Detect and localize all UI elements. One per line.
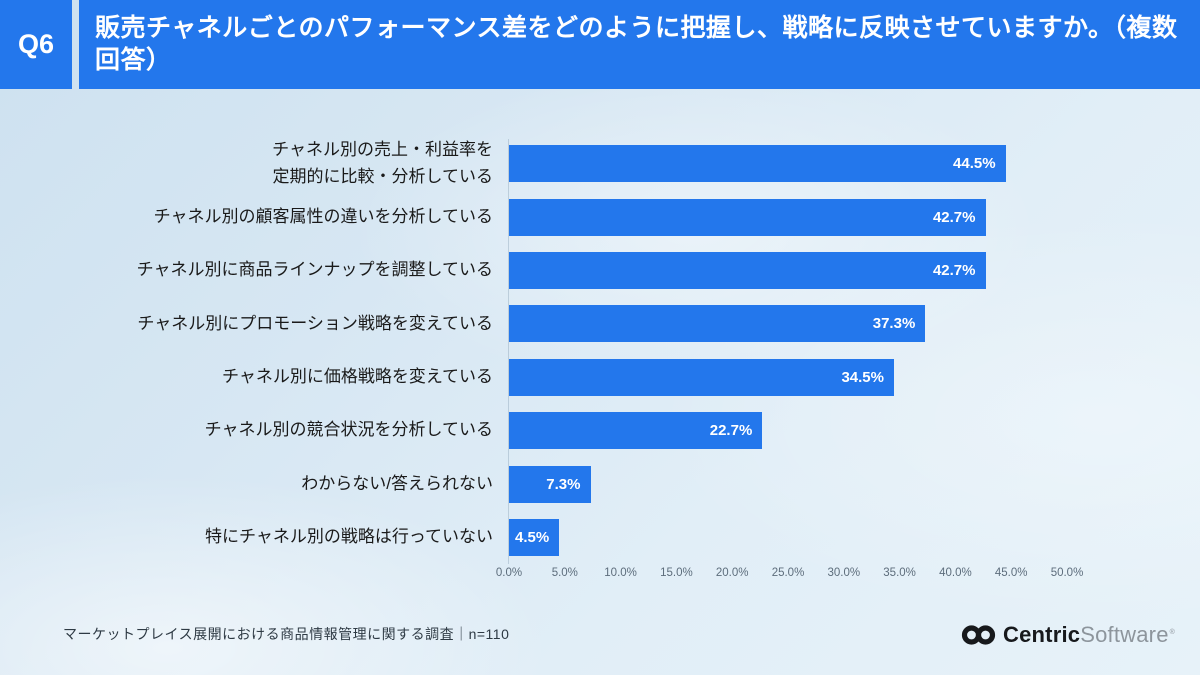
bar-value-label: 4.5%	[514, 528, 550, 546]
question-number-badge: Q6	[0, 0, 72, 89]
chart-row: チャネル別の売上・利益率を 定期的に比較・分析している 44.5%	[63, 137, 1084, 190]
bar-value-label: 22.7%	[709, 422, 753, 440]
bar-track: 22.7%	[509, 412, 1084, 450]
x-axis: 0.0% 5.0% 10.0% 15.0% 20.0% 25.0% 30.0% 35.0% 40…	[496, 567, 1083, 585]
bar-track: 42.7%	[509, 251, 1084, 289]
bar: 44.5%	[509, 145, 1006, 183]
header-divider	[72, 0, 79, 89]
header-title-box: 販売チャネルごとのパフォーマンス差をどのように把握し、戦略に反映させていますか。…	[79, 0, 1200, 89]
interlocked-rings-icon	[961, 625, 996, 645]
bar-value-label: 34.5%	[841, 368, 884, 386]
bar: 37.3%	[509, 305, 926, 343]
bar-track: 34.5%	[509, 358, 1084, 396]
logo-brand-primary: Centric	[1003, 622, 1081, 647]
category-label: チャネル別に商品ラインナップを調整している	[136, 260, 493, 280]
bar-track: 37.3%	[509, 305, 1084, 343]
bar: 42.7%	[509, 198, 986, 236]
chart-row: 特にチャネル別の戦略は行っていない 4.5%	[63, 511, 1084, 564]
bar-track: 4.5%	[509, 518, 1084, 556]
category-label: チャネル別の競合状況を分析している	[204, 420, 493, 440]
logo-brand-secondary: Software	[1080, 622, 1169, 647]
bar-value-label: 44.5%	[953, 155, 996, 173]
chart-row: チャネル別にプロモーション戦略を変えている 37.3%	[63, 297, 1084, 350]
category-label: わからない/答えられない	[301, 473, 493, 493]
registered-trademark-icon: ®	[1169, 629, 1175, 636]
x-axis-tick-label: 15.0%	[660, 567, 693, 579]
x-axis-tick-label: 35.0%	[883, 567, 916, 579]
bar: 7.3%	[509, 465, 591, 503]
bar: 4.5%	[509, 518, 560, 556]
question-number: Q6	[17, 29, 55, 59]
bar-chart: チャネル別の売上・利益率を 定期的に比較・分析している 44.5% チャネル別の顧客…	[63, 137, 1084, 564]
bar: 34.5%	[509, 358, 894, 396]
chart-row: わからない/答えられない 7.3%	[63, 457, 1084, 510]
bar-value-label: 37.3%	[872, 315, 916, 333]
bar-track: 42.7%	[509, 198, 1084, 236]
x-axis-tick-label: 40.0%	[939, 567, 972, 579]
x-axis-tick-label: 30.0%	[827, 567, 861, 579]
x-axis-tick-label: 0.0%	[495, 567, 523, 579]
bar-track: 7.3%	[509, 465, 1084, 503]
chart-row: チャネル別の競合状況を分析している 22.7%	[63, 404, 1084, 457]
bar-track: 44.5%	[509, 145, 1084, 183]
chart-row: チャネル別に商品ラインナップを調整している 42.7%	[63, 244, 1084, 297]
company-logo: Centric Software ®	[961, 621, 1175, 649]
bar-value-label: 42.7%	[932, 208, 976, 226]
x-axis-tick-label: 10.0%	[604, 567, 637, 579]
y-axis-line	[508, 139, 509, 564]
bar: 42.7%	[509, 251, 986, 289]
category-label: チャネル別にプロモーション戦略を変えている	[137, 313, 493, 333]
category-label: 特にチャネル別の戦略は行っていない	[205, 527, 493, 547]
x-axis-tick-label: 5.0%	[551, 567, 578, 579]
logo-text: Centric Software ®	[1003, 622, 1175, 648]
header-bar: Q6 販売チャネルごとのパフォーマンス差をどのように把握し、戦略に反映させていま…	[0, 0, 1200, 89]
source-note: マーケットプレイス展開における商品情報管理に関する調査｜n=110	[63, 626, 510, 642]
category-label: チャネル別の売上・利益率を 定期的に比較・分析している	[272, 140, 493, 186]
x-axis-tick-label: 50.0%	[1050, 567, 1084, 579]
category-label: チャネル別に価格戦略を変えている	[222, 367, 493, 387]
bar-value-label: 42.7%	[932, 261, 976, 279]
x-axis-tick-label: 45.0%	[994, 567, 1028, 579]
x-axis-tick-label: 25.0%	[771, 567, 805, 579]
bar: 22.7%	[509, 412, 763, 450]
chart-row: チャネル別に価格戦略を変えている 34.5%	[63, 351, 1084, 404]
category-label: チャネル別の顧客属性の違いを分析している	[153, 206, 493, 226]
chart-row: チャネル別の顧客属性の違いを分析している 42.7%	[63, 190, 1084, 243]
page-title: 販売チャネルごとのパフォーマンス差をどのように把握し、戦略に反映させていますか。…	[95, 14, 1178, 74]
x-axis-tick-label: 20.0%	[715, 567, 749, 579]
bar-value-label: 7.3%	[546, 475, 581, 493]
bar-rows: チャネル別の売上・利益率を 定期的に比較・分析している 44.5% チャネル別の顧客…	[63, 137, 1084, 564]
